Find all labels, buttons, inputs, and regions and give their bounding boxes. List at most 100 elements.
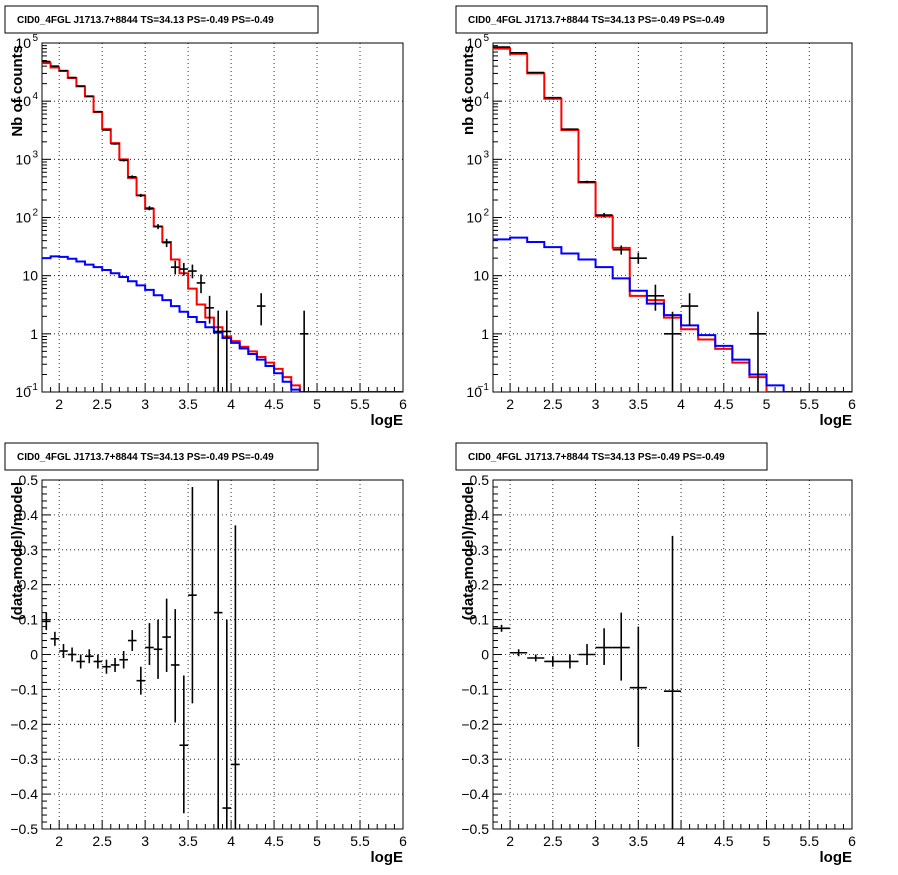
data-point [153,619,163,679]
y-tick-exponent: 2 [32,208,38,219]
x-tick-label: 2.5 [543,833,563,849]
x-tick-label: 5.5 [800,833,820,849]
x-tick-label: 6 [848,833,856,849]
x-tick-label: 2 [55,396,63,412]
data-point [188,486,197,704]
plot-title-box [455,5,768,34]
x-tick-label: 5.5 [350,396,370,412]
data-point [127,630,137,652]
y-tick-exponent: 4 [32,91,38,102]
data-point [629,626,647,747]
data-point [681,293,699,326]
data-point [179,675,189,814]
x-tick-label: 2.5 [543,396,563,412]
y-tick-label: 10 [15,35,31,51]
y-tick-label: −0.1 [461,681,489,697]
data-point [256,293,266,326]
y-tick-label: 10 [466,35,482,51]
y-tick-label: 10 [15,151,31,167]
data-point [136,666,146,695]
data-point [50,65,60,67]
y-tick-exponent: 5 [32,33,38,44]
y-axis-title: Nb of counts [9,45,26,137]
x-tick-label: 5 [313,396,321,412]
y-tick-label: −0.2 [461,716,489,732]
data-point [93,110,103,113]
data-point [162,238,171,248]
data-point [93,654,103,669]
data-point [663,535,682,829]
y-tick-label: 0 [481,647,489,663]
x-tick-label: 3 [141,833,149,849]
x-tick-label: 3 [592,396,600,412]
data-point [162,598,171,672]
plot-title: CID0_4FGL J1713.7+8844 TS=34.13 PS=-0.49… [468,15,725,26]
data-point [561,654,579,669]
data-point [170,260,180,275]
data-point [145,623,154,665]
data-point [612,245,630,255]
y-tick-label: −0.5 [10,821,38,837]
y-tick-exponent: 3 [32,149,38,160]
y-tick-label: 10 [466,151,482,167]
data-point [299,310,309,392]
x-axis-title: logE [371,412,404,429]
plot-title: CID0_4FGL J1713.7+8844 TS=34.13 PS=-0.49… [17,452,274,463]
data-point [213,480,223,829]
x-tick-label: 2 [506,396,514,412]
histogram-series-2 [493,236,852,392]
x-tick-label: 2 [55,833,63,849]
data-point [544,656,562,667]
x-tick-label: 2 [506,833,514,849]
x-tick-label: 4.5 [714,396,734,412]
y-tick-label: 0 [30,647,38,663]
y-axis-title: nb of counts [460,45,477,135]
y-tick-label: 10 [15,210,31,226]
x-tick-label: 3.5 [629,396,649,412]
data-point [76,654,85,669]
data-point [493,624,511,632]
x-tick-label: 5 [763,833,771,849]
plot-area [42,480,240,829]
data-point [561,128,579,130]
plot-title: CID0_4FGL J1713.7+8844 TS=34.13 PS=-0.49… [468,452,725,463]
data-point [119,651,128,669]
y-axis-title: (data-model)/model [9,482,26,620]
y-tick-label: 10 [466,210,482,226]
y-tick-exponent: 3 [483,149,489,160]
data-point [222,310,232,392]
x-tick-label: 5 [763,396,771,412]
x-tick-label: 4.5 [264,396,284,412]
y-tick-label: −0.5 [461,821,489,837]
data-point [213,310,223,392]
data-point [595,212,613,218]
x-tick-label: 4.5 [714,833,734,849]
data-point [578,180,596,184]
y-tick-label: 10 [22,268,38,284]
data-point [127,175,137,179]
histogram-series-2 [42,255,403,392]
plot-title-box [4,442,319,471]
x-tick-label: 4 [227,833,235,849]
plot-area [493,46,852,392]
data-point [595,628,613,665]
x-tick-label: 3.5 [629,833,649,849]
data-point [50,631,60,646]
plot-area [493,535,682,829]
x-axis-title: logE [371,849,404,866]
y-tick-label: 1 [481,326,489,342]
data-point [102,129,111,131]
y-tick-label: −0.3 [461,751,489,767]
plot-panel-4: CID0_4FGL J1713.7+8844 TS=34.13 PS=-0.49… [455,442,856,866]
y-tick-exponent: 4 [483,91,489,102]
y-tick-label: 10 [466,93,482,109]
data-point [136,193,146,198]
data-point [170,609,180,723]
plot-area [42,60,403,392]
y-tick-label: 10 [466,384,482,400]
y-tick-label: 0.1 [19,612,39,628]
y-tick-label: 1 [30,326,38,342]
x-tick-label: 6 [399,396,407,412]
y-tick-label: 0.2 [470,577,490,593]
